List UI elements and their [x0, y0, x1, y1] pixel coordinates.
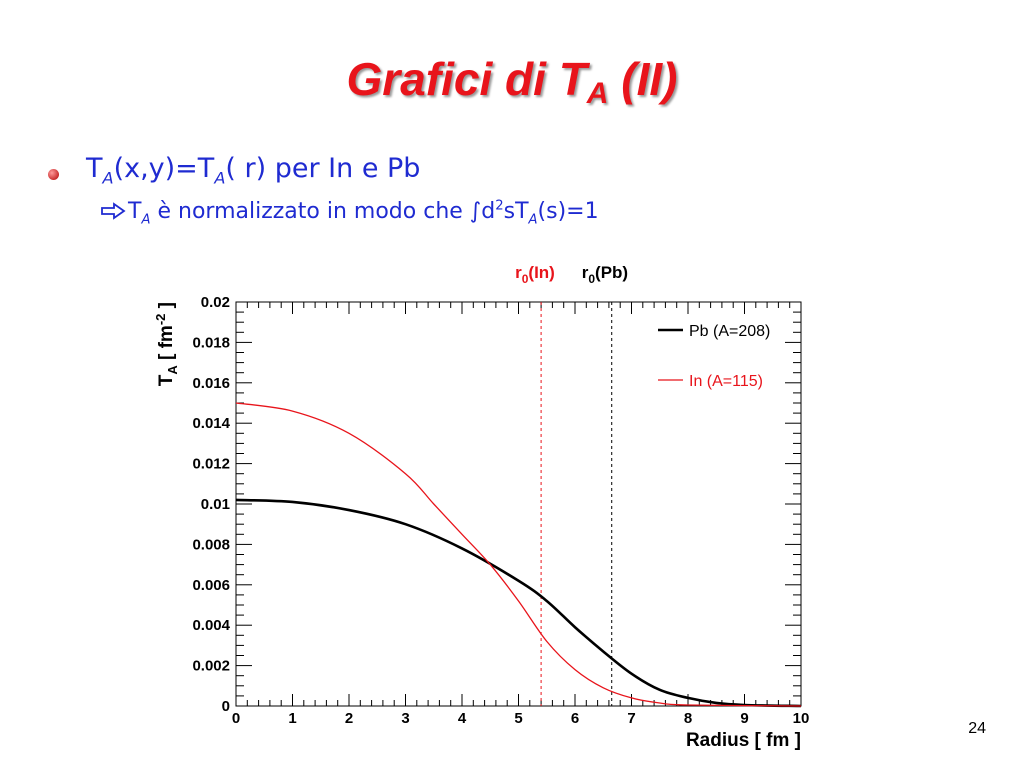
- reference-line-label: r0(In): [515, 263, 555, 286]
- y-tick-label: 0.014: [192, 415, 230, 432]
- y-tick-label: 0.004: [192, 617, 230, 634]
- series-line-pb: [235, 498, 802, 708]
- y-tick-label: 0.012: [192, 456, 230, 473]
- x-tick-label: 10: [793, 710, 810, 727]
- x-axis-label: Radius [ fm ]: [686, 730, 801, 751]
- y-axis-label: TA [ fm-2 ]: [153, 302, 180, 386]
- page-number: 24: [968, 720, 986, 737]
- x-tick-label: 2: [345, 710, 353, 727]
- y-tick-label: 0.02: [201, 294, 230, 311]
- y-tick-label: 0.016: [192, 375, 230, 392]
- x-tick-label: 5: [514, 710, 522, 727]
- x-tick-label: 1: [288, 710, 296, 727]
- series-line-in: [235, 402, 802, 707]
- arrow-right-icon: [100, 198, 128, 224]
- sub-bullet-item: TA è normalizzato in modo che ∫d2sTA(s)=…: [100, 198, 599, 227]
- y-tick-label: 0.018: [192, 334, 230, 351]
- y-tick-label: 0.006: [192, 577, 230, 594]
- legend-label: In (A=115): [689, 373, 763, 390]
- slide-title: Grafici di TA (II): [346, 53, 678, 110]
- x-tick-label: 0: [232, 710, 240, 727]
- x-tick-label: 4: [458, 710, 467, 727]
- x-tick-label: 8: [684, 710, 692, 727]
- x-tick-label: 9: [740, 710, 748, 727]
- x-tick-label: 6: [571, 710, 579, 727]
- bullet-dot-icon: [48, 169, 59, 180]
- reference-line-label: r0(Pb): [582, 263, 628, 286]
- y-tick-label: 0: [222, 698, 230, 715]
- y-tick-label: 0.008: [192, 536, 230, 553]
- y-tick-label: 0.002: [192, 658, 230, 675]
- y-tick-label: 0.01: [201, 496, 230, 513]
- x-tick-label: 3: [401, 710, 409, 727]
- x-tick-label: 7: [627, 710, 635, 727]
- legend-label: Pb (A=208): [689, 323, 770, 340]
